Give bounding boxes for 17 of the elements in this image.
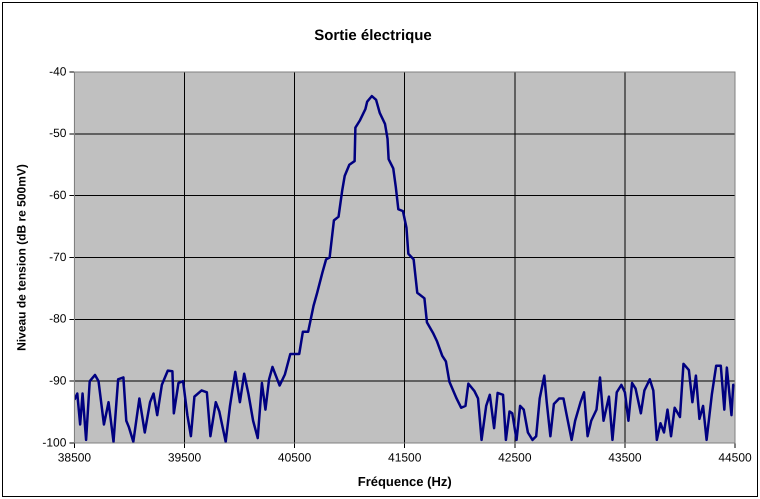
y-tick-label: -40 bbox=[49, 64, 67, 78]
x-tick-label: 40500 bbox=[278, 450, 312, 465]
x-tick-label: 42500 bbox=[498, 450, 532, 465]
x-tick-label: 43500 bbox=[608, 450, 642, 465]
y-tick-label: -50 bbox=[49, 126, 67, 140]
chart-title: Sortie électrique bbox=[314, 27, 432, 44]
y-tick-label: -100 bbox=[42, 435, 67, 450]
x-tick-label: 41500 bbox=[388, 450, 422, 465]
y-axis-title: Niveau de tension (dB re 500mV) bbox=[14, 164, 29, 351]
y-tick-label: -60 bbox=[49, 188, 67, 202]
x-tick-label: 39500 bbox=[168, 450, 202, 465]
y-tick-label: -80 bbox=[49, 312, 67, 326]
y-tick-label: -70 bbox=[49, 250, 67, 264]
x-axis-title: Fréquence (Hz) bbox=[358, 474, 452, 489]
x-tick-label: 44500 bbox=[718, 450, 752, 465]
x-tick-label: 38500 bbox=[58, 450, 92, 465]
y-tick-label: -90 bbox=[49, 373, 67, 388]
